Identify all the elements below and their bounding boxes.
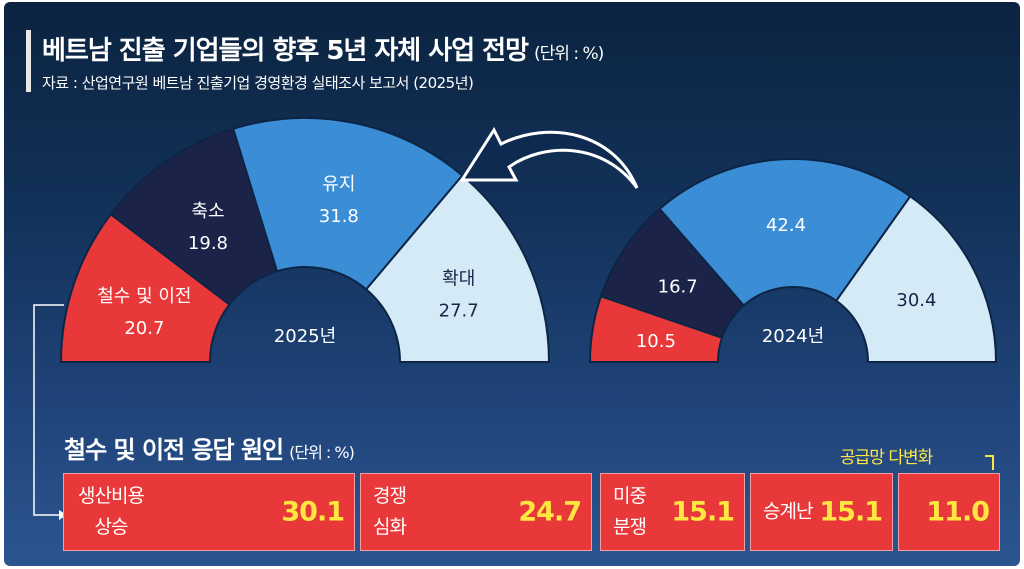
reason-value: 30.1 <box>281 496 345 528</box>
slice-label: 확대 <box>442 269 475 290</box>
source-note: 자료 : 산업연구원 베트남 진출기업 경영환경 실태조사 보고서 (2025년… <box>42 74 474 92</box>
slice-label: 축소 <box>191 201 224 222</box>
slice-label: 유지 <box>322 174 355 195</box>
reason-name: 경쟁 심화 <box>373 485 407 538</box>
donut-2025년: 철수 및 이전 20.7 축소 19.8 유지 31.8 확대 27.7 2025년 <box>59 117 551 363</box>
slice-철수 및 이전 <box>59 212 231 363</box>
donut-2024년: 10.5 16.7 42.4 30.4 2024년 <box>588 158 998 363</box>
reason-name: 승계난 <box>763 500 813 523</box>
reasons-unit: (단위 : %) <box>289 443 355 462</box>
reason-name: 생산비용 상승 <box>78 485 145 538</box>
reason-name: 미중 분쟁 <box>613 485 647 538</box>
leader-line <box>33 304 64 516</box>
reason-value: 11.0 <box>926 496 990 528</box>
curved-arrow-icon <box>459 126 639 189</box>
title-text: 베트남 진출 기업들의 향후 5년 자체 사업 전망 <box>42 36 529 66</box>
title-accent-bar <box>26 30 31 92</box>
page-title: 베트남 진출 기업들의 향후 5년 자체 사업 전망 (단위 : %) <box>42 30 604 67</box>
slice-확대 <box>364 174 551 363</box>
reason-bar: 경쟁 심화 24.7 <box>360 473 592 551</box>
reason-value: 15.1 <box>819 496 883 528</box>
half-donut-charts: 10.5 16.7 42.4 30.4 2024년 철수 및 이전 20.7 축소 19.8 유지… <box>33 117 998 520</box>
reasons-title-text: 철수 및 이전 응답 원인 <box>64 436 284 464</box>
reason-bar: 생산비용 상승 30.1 <box>63 473 355 551</box>
slice-value: 27.7 <box>439 301 479 322</box>
reason-bar: 11.0 <box>898 473 1000 551</box>
slice-value: 10.5 <box>636 331 676 352</box>
slice-value: 20.7 <box>124 318 164 339</box>
slice-value: 19.8 <box>188 233 228 254</box>
slice-value: 42.4 <box>766 215 806 236</box>
donut-center-label: 2025년 <box>274 326 336 347</box>
title-unit: (단위 : %) <box>534 44 604 64</box>
slice-label: 철수 및 이전 <box>97 286 191 307</box>
slice-value: 31.8 <box>319 206 359 227</box>
reasons-title: 철수 및 이전 응답 원인 (단위 : %) <box>64 430 355 465</box>
slice-확대 <box>834 194 998 363</box>
reason-bar: 미중 분쟁 15.1 <box>600 473 745 551</box>
slice-value: 30.4 <box>896 290 936 311</box>
reason-value: 24.7 <box>518 496 582 528</box>
slice-value: 16.7 <box>658 276 698 297</box>
supply-chain-label: 공급망 다변화 <box>840 448 933 468</box>
donut-center-label: 2024년 <box>762 326 824 347</box>
reason-value: 15.1 <box>671 496 735 528</box>
reason-bar: 승계난 15.1 <box>750 473 893 551</box>
slice-유지 <box>658 158 912 307</box>
slice-유지 <box>232 117 464 291</box>
infographic: 베트남 진출 기업들의 향후 5년 자체 사업 전망 (단위 : %) 자료 : … <box>4 2 1020 566</box>
